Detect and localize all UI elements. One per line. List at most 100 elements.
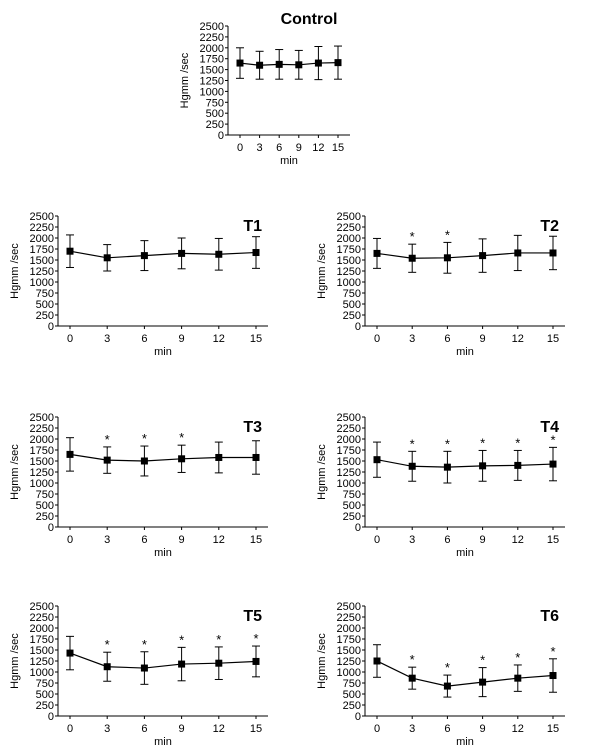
data-point bbox=[443, 463, 451, 471]
y-tick-label: 1500 bbox=[30, 456, 54, 468]
data-point bbox=[373, 657, 381, 665]
series-line bbox=[69, 652, 257, 669]
x-tick-label: 15 bbox=[250, 534, 262, 546]
y-tick-label: 0 bbox=[48, 522, 54, 534]
significance-marker: * bbox=[480, 435, 485, 450]
x-tick-label: 9 bbox=[179, 534, 185, 546]
x-tick-label: 0 bbox=[374, 534, 380, 546]
significance-marker: * bbox=[515, 435, 520, 450]
significance-marker: * bbox=[550, 432, 555, 447]
y-tick-label: 500 bbox=[343, 689, 361, 701]
x-axis-title: min bbox=[456, 346, 474, 358]
y-axis-title: Hgmm /sec bbox=[9, 444, 21, 500]
y-tick-label: 1750 bbox=[30, 445, 54, 457]
y-axis-title: Hgmm /sec bbox=[316, 243, 328, 299]
x-axis-title: min bbox=[154, 346, 172, 358]
data-point bbox=[252, 249, 260, 257]
y-tick-label: 1000 bbox=[30, 478, 54, 490]
data-point bbox=[408, 254, 416, 262]
y-tick-label: 2000 bbox=[337, 623, 361, 635]
panel-title: T2 bbox=[540, 218, 559, 235]
data-point bbox=[408, 674, 416, 682]
data-point bbox=[236, 59, 244, 67]
y-tick-label: 750 bbox=[206, 97, 224, 109]
series-line bbox=[376, 660, 554, 687]
y-tick-label: 750 bbox=[343, 489, 361, 501]
x-tick-label: 6 bbox=[444, 333, 450, 345]
y-tick-label: 2000 bbox=[30, 434, 54, 446]
y-tick-label: 2250 bbox=[337, 222, 361, 234]
y-tick-label: 2500 bbox=[200, 21, 224, 33]
y-tick-label: 1000 bbox=[200, 86, 224, 98]
series-line bbox=[376, 459, 554, 468]
y-tick-label: 1000 bbox=[337, 277, 361, 289]
x-tick-label: 0 bbox=[67, 723, 73, 735]
data-point bbox=[549, 672, 557, 680]
significance-marker: * bbox=[105, 637, 110, 652]
data-point bbox=[103, 663, 111, 671]
y-tick-label: 0 bbox=[355, 711, 361, 723]
y-tick-label: 500 bbox=[36, 299, 54, 311]
y-tick-label: 1250 bbox=[30, 656, 54, 668]
y-tick-label: 500 bbox=[206, 108, 224, 120]
y-tick-label: 2000 bbox=[337, 233, 361, 245]
data-point bbox=[252, 657, 260, 665]
x-axis-title: min bbox=[456, 736, 474, 748]
x-tick-label: 9 bbox=[179, 723, 185, 735]
data-point bbox=[275, 60, 283, 68]
x-tick-label: 15 bbox=[250, 723, 262, 735]
x-tick-label: 12 bbox=[213, 723, 225, 735]
x-tick-label: 12 bbox=[213, 333, 225, 345]
data-point bbox=[215, 250, 223, 258]
x-tick-label: 6 bbox=[444, 534, 450, 546]
significance-marker: * bbox=[216, 632, 221, 647]
y-tick-label: 1500 bbox=[337, 456, 361, 468]
data-point bbox=[479, 462, 487, 470]
y-tick-label: 250 bbox=[206, 119, 224, 131]
y-tick-label: 750 bbox=[36, 489, 54, 501]
significance-marker: * bbox=[445, 227, 450, 242]
data-point bbox=[373, 456, 381, 464]
y-tick-label: 1250 bbox=[30, 266, 54, 278]
x-tick-label: 12 bbox=[213, 534, 225, 546]
x-tick-label: 6 bbox=[141, 534, 147, 546]
data-point bbox=[514, 249, 522, 257]
data-point bbox=[66, 649, 74, 657]
x-axis-title: min bbox=[456, 547, 474, 559]
y-tick-label: 0 bbox=[355, 522, 361, 534]
significance-marker: * bbox=[410, 436, 415, 451]
significance-marker: * bbox=[445, 660, 450, 675]
y-tick-label: 2250 bbox=[200, 32, 224, 44]
y-tick-label: 500 bbox=[36, 689, 54, 701]
x-tick-label: 15 bbox=[332, 142, 344, 154]
y-tick-label: 1500 bbox=[200, 65, 224, 77]
data-point bbox=[408, 462, 416, 470]
y-tick-label: 2500 bbox=[30, 211, 54, 223]
y-tick-label: 2250 bbox=[30, 423, 54, 435]
x-tick-label: 3 bbox=[104, 534, 110, 546]
y-tick-label: 2500 bbox=[30, 412, 54, 424]
x-axis-title: min bbox=[280, 155, 298, 167]
y-tick-label: 1750 bbox=[337, 244, 361, 256]
y-tick-label: 750 bbox=[343, 678, 361, 690]
x-tick-label: 3 bbox=[409, 723, 415, 735]
y-tick-label: 0 bbox=[355, 321, 361, 333]
data-point bbox=[178, 455, 186, 463]
x-tick-label: 12 bbox=[312, 142, 324, 154]
x-tick-label: 12 bbox=[512, 333, 524, 345]
data-point bbox=[373, 249, 381, 257]
significance-marker: * bbox=[142, 431, 147, 446]
x-tick-label: 3 bbox=[409, 534, 415, 546]
y-tick-label: 250 bbox=[36, 511, 54, 523]
x-tick-label: 9 bbox=[480, 333, 486, 345]
x-tick-label: 0 bbox=[67, 534, 73, 546]
x-tick-label: 9 bbox=[480, 723, 486, 735]
data-point bbox=[66, 247, 74, 255]
data-point bbox=[140, 252, 148, 260]
y-tick-label: 1500 bbox=[30, 255, 54, 267]
significance-marker: * bbox=[480, 653, 485, 668]
y-tick-label: 2500 bbox=[337, 412, 361, 424]
y-tick-label: 500 bbox=[343, 500, 361, 512]
